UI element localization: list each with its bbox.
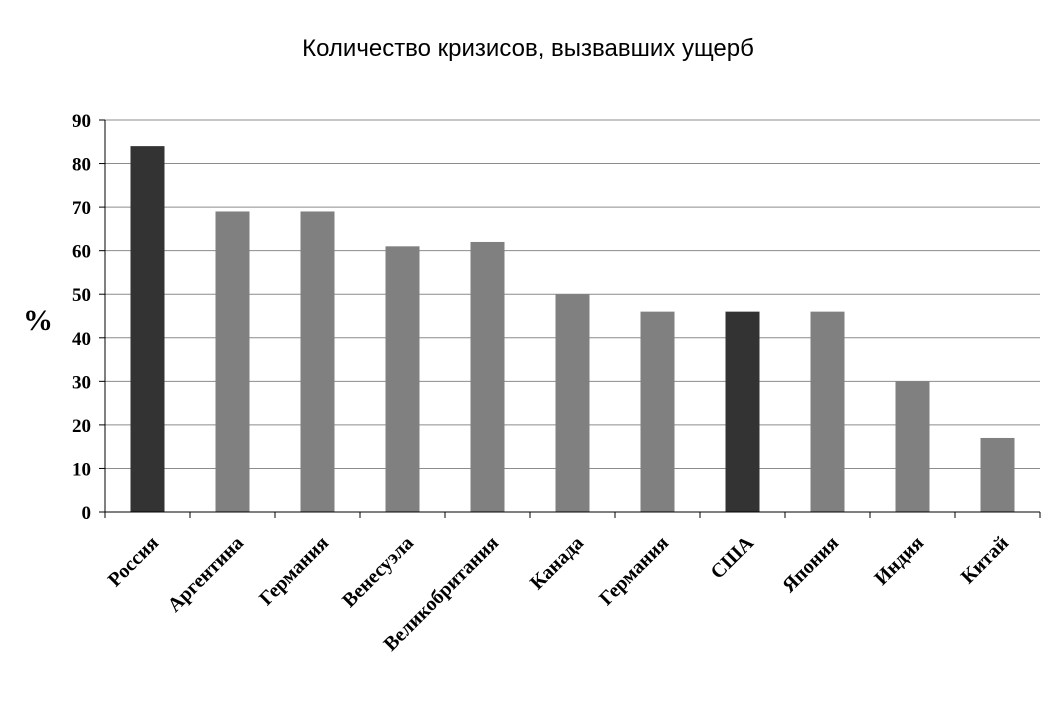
y-tick-label: 90 bbox=[72, 111, 91, 132]
x-category-labels: Россия Аргентина Германия ВенесуэлаВеликобр… bbox=[104, 532, 1013, 656]
bar bbox=[895, 381, 930, 512]
x-category-label: Россия bbox=[104, 532, 163, 591]
x-category-label: Китай bbox=[957, 532, 1013, 588]
bar bbox=[725, 311, 760, 512]
axes bbox=[99, 119, 1041, 518]
x-category-label: Канада bbox=[526, 532, 588, 594]
bar bbox=[215, 211, 250, 512]
bar bbox=[640, 311, 675, 512]
x-category-label: Япония bbox=[778, 532, 843, 597]
y-tick-label: 50 bbox=[72, 285, 91, 306]
x-category-label: Аргентина bbox=[163, 532, 248, 617]
y-tick-label: 40 bbox=[72, 329, 91, 350]
bar bbox=[300, 211, 335, 512]
bars bbox=[130, 146, 1015, 513]
y-tick-label: 20 bbox=[72, 416, 91, 437]
y-tick-label: 30 bbox=[72, 372, 91, 393]
bar bbox=[470, 241, 505, 512]
bar bbox=[130, 146, 165, 512]
y-tick-label: 10 bbox=[72, 459, 91, 480]
x-category-label: США bbox=[707, 532, 759, 584]
x-category-label: Германия bbox=[595, 532, 673, 610]
y-tick-label: 60 bbox=[72, 242, 91, 263]
x-category-label: Индия bbox=[870, 532, 928, 590]
bar bbox=[980, 437, 1015, 512]
y-tick-label: 70 bbox=[72, 198, 91, 219]
y-tick-label: 0 bbox=[82, 503, 92, 524]
y-tick-label: 80 bbox=[72, 155, 91, 176]
bar bbox=[555, 294, 590, 512]
chart-title: Количество кризисов, вызвавших ущерб bbox=[302, 35, 754, 62]
bar bbox=[810, 311, 845, 512]
x-category-label: Венесуэла bbox=[338, 532, 418, 612]
y-tick-labels: 0 10 20 30 40 50 60 70 80 90 bbox=[72, 111, 91, 524]
x-category-label: Германия bbox=[255, 532, 333, 610]
y-axis-label: % bbox=[23, 304, 53, 337]
bar bbox=[385, 246, 420, 513]
